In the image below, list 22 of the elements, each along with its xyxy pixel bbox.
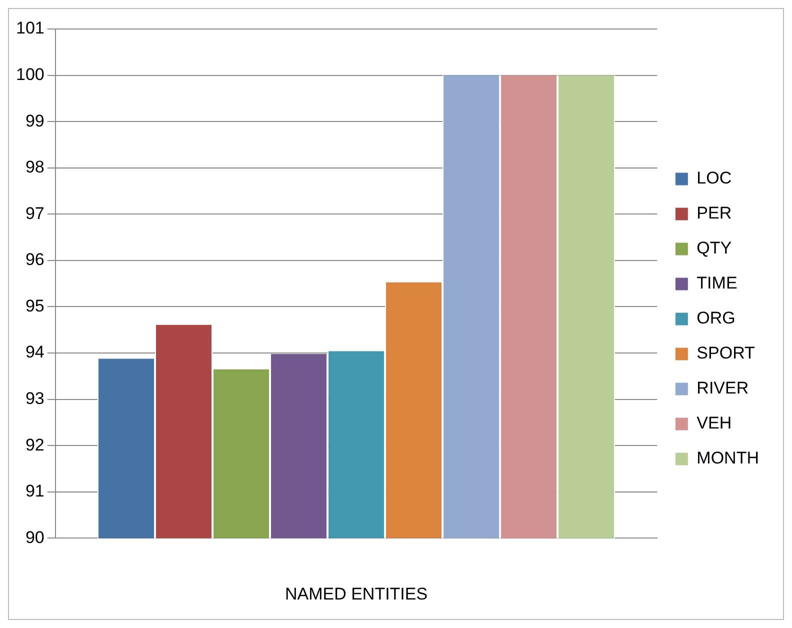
- y-tick-label: 100: [16, 64, 44, 84]
- y-tick-label: 97: [25, 204, 44, 223]
- y-tick-label: 92: [25, 435, 44, 454]
- legend-label: RIVER: [696, 378, 749, 398]
- legend-label: LOC: [696, 168, 732, 188]
- legend-label: VEH: [696, 414, 732, 433]
- y-tick-label: 94: [25, 342, 44, 362]
- y-tick-label: 95: [25, 296, 44, 316]
- y-tick-label: 98: [25, 158, 44, 177]
- y-tick-label: 96: [25, 250, 44, 270]
- legend-label: PER: [696, 204, 732, 223]
- y-tick-label: 91: [25, 482, 44, 501]
- legend-label: ORG: [696, 308, 736, 328]
- y-tick-label: 99: [25, 111, 44, 130]
- y-tick-label: 90: [25, 528, 44, 547]
- legend-label: MONTH: [696, 448, 760, 468]
- legend-label: QTY: [696, 238, 732, 258]
- legend-label: SPORT: [696, 344, 755, 363]
- y-tick-label: 101: [16, 18, 44, 38]
- x-axis-title: NAMED ENTITIES: [284, 584, 428, 604]
- y-tick-label: 93: [25, 389, 44, 408]
- legend-label: TIME: [696, 274, 738, 293]
